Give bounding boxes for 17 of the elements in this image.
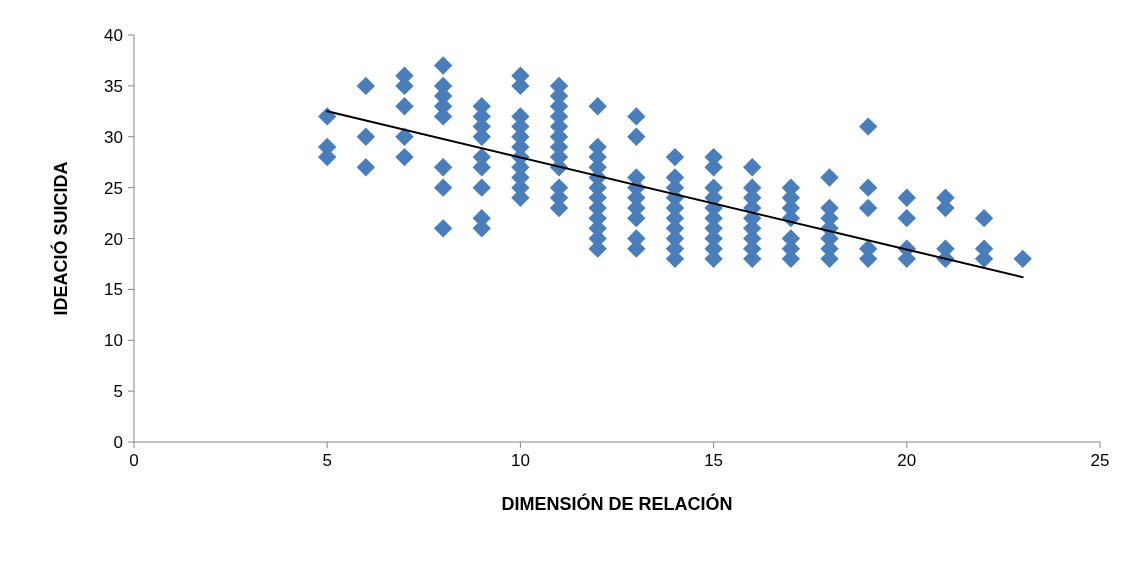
y-tick-label: 15 xyxy=(104,280,123,300)
x-tick-label: 5 xyxy=(322,451,332,470)
y-tick-label: 10 xyxy=(104,331,123,351)
x-tick-label: 20 xyxy=(897,451,917,470)
y-tick-label: 35 xyxy=(104,76,123,96)
y-tick-label: 20 xyxy=(104,229,123,249)
x-tick-label: 15 xyxy=(704,451,724,470)
y-tick-label: 25 xyxy=(104,178,123,198)
y-tick-label: 40 xyxy=(104,26,123,45)
y-tick-label: 30 xyxy=(104,127,123,147)
y-tick-label: 0 xyxy=(113,433,123,452)
x-tick-label: 25 xyxy=(1090,451,1110,470)
x-tick-label: 0 xyxy=(129,451,139,470)
x-axis-title: DIMENSIÓN DE RELACIÓN xyxy=(501,493,733,514)
y-tick-label: 5 xyxy=(113,382,123,402)
x-tick-label: 10 xyxy=(510,451,530,470)
y-axis-title: IDEACIÓ SUICIDA xyxy=(50,161,71,316)
